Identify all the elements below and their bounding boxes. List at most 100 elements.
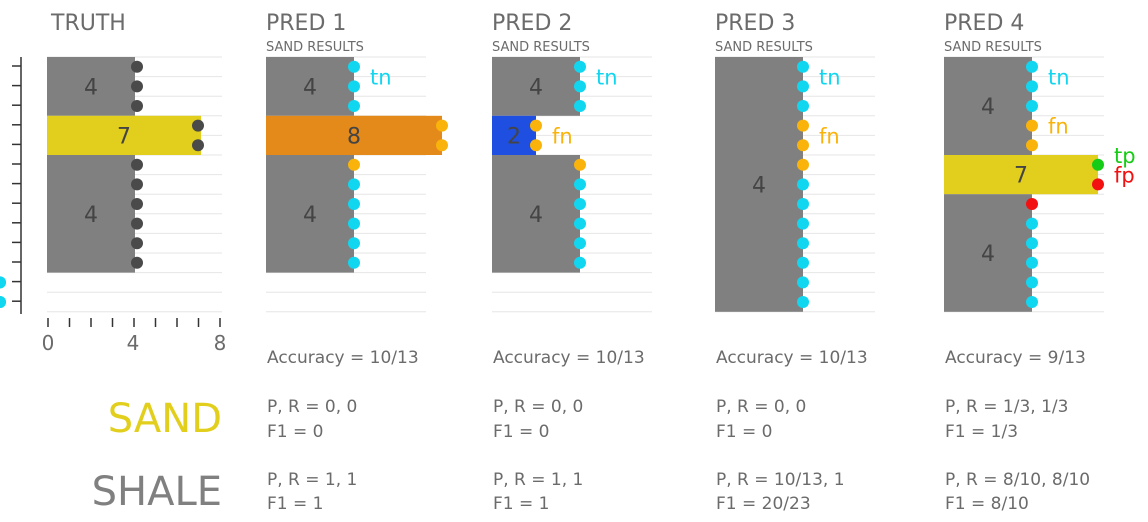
pred-block [944,155,1098,195]
tn-dot [574,256,586,269]
tp-tag: tp [1114,144,1136,168]
panel-subtitle: SAND RESULTS [266,40,364,55]
pred-block-label: 4 [752,173,766,198]
tn-dot [797,237,809,250]
sand-f1: F1 = 0 [716,422,772,442]
truth-sample-dot [131,60,143,73]
fn-dot [574,158,586,171]
sand-f1: F1 = 1/3 [945,422,1018,442]
sand-precision-recall: P, R = 0, 0 [267,397,357,417]
shale-f1: F1 = 8/10 [945,494,1029,514]
truth-block-label: 4 [84,203,98,228]
truth-sample-dot [192,139,204,152]
tn-dot [348,198,360,210]
tn-tag: tn [819,66,841,90]
shale-precision-recall: P, R = 1, 1 [493,470,583,490]
tn-dot [348,100,360,112]
pred-block-label: 4 [529,203,543,228]
panel-title: PRED 1 [266,11,346,36]
sand-f1: F1 = 0 [493,422,549,442]
tn-tag: tn [1048,66,1070,90]
truth-block-label: 4 [84,75,98,100]
fn-dot [436,139,448,152]
pred-block [492,155,580,273]
tn-dot [1026,60,1038,73]
truth-sample-dot [192,119,204,132]
tn-dot [1026,217,1038,230]
tn-tag: tn [596,66,618,90]
tn-dot [348,178,360,191]
x-tick-label-4: 4 [127,331,140,355]
tn-dot [348,217,360,230]
tn-dot [1026,80,1038,93]
pred-block-label: 4 [303,203,317,228]
shale-f1: F1 = 1 [267,494,323,514]
panel-log-blocks: 4 7 4 [944,57,1098,312]
pred-block [715,57,803,312]
truth-sample-dot [131,256,143,269]
truth-block [47,57,135,116]
tn-dot [797,256,809,269]
shale-precision-recall: P, R = 8/10, 8/10 [945,470,1090,490]
sand-precision-recall: P, R = 1/3, 1/3 [945,397,1068,417]
tn-dot [1026,256,1038,269]
tn-dot [1026,296,1038,308]
tn-dot [797,276,809,289]
tn-dot [1026,100,1038,112]
accuracy-text: Accuracy = 10/13 [267,348,419,368]
truth-panel: TRUTH 474 0 4 8 [12,11,226,355]
panel-title: PRED 2 [492,11,572,36]
fn-dot [530,119,542,132]
pred-block-label: 8 [347,124,361,149]
tn-dot [1026,237,1038,250]
tn-tag: tn [370,66,392,90]
truth-sample-dot [131,100,143,112]
panel-subtitle: SAND RESULTS [715,40,813,55]
tn-dot [797,80,809,93]
pred-block [944,194,1032,312]
x-tick-label-0: 0 [42,331,55,355]
truth-sample-dot [131,217,143,230]
accuracy-text: Accuracy = 10/13 [493,348,645,368]
shale-precision-recall: P, R = 1, 1 [267,470,357,490]
shale-f1: F1 = 20/23 [716,494,811,514]
pred-block-label: 7 [1014,164,1028,189]
tn-dot [574,60,586,73]
panel-subtitle: SAND RESULTS [492,40,590,55]
truth-block [47,155,135,273]
shale-precision-recall: P, R = 10/13, 1 [716,470,845,490]
tn-dot [348,80,360,93]
tn-dot [348,237,360,250]
shale-f1: F1 = 1 [493,494,549,514]
pred-panel-3: PRED 3 SAND RESULTS 4 tn fn Accuracy = 10/13 P… [715,11,875,514]
panel-result-dots [0,60,586,308]
depth-axis-ticks [12,65,21,302]
panel-result-dots [797,60,809,308]
pred-block-label: 2 [507,124,521,149]
panel-log-blocks: 424 [492,57,580,273]
pred-panel-1: PRED 1 SAND RESULTS 4 8 4 tn Accuracy = 10/13 P… [0,11,448,514]
panel-log-blocks: 4 8 4 [266,57,442,273]
tn-dot [797,60,809,73]
fn-tag: fn [552,124,573,148]
value-axis-minor-ticks [47,318,221,327]
truth-sample-dots [131,60,204,269]
pred-block [492,57,580,116]
pred-block [492,115,536,155]
panel-subtitle: SAND RESULTS [944,40,1042,55]
truth-sample-dot [131,178,143,191]
tp-dot [1092,158,1104,171]
prediction-panels: PRED 1 SAND RESULTS 4 8 4 tn Accuracy = 10/13 P… [0,11,1136,514]
panel-result-tags: tn fn [552,66,618,149]
pred-block-label: 4 [981,242,995,267]
pred-block-label: 4 [529,75,543,100]
fp-tag: fp [1114,164,1135,188]
panel-result-dots [1026,60,1104,308]
panel-title: PRED 3 [715,11,795,36]
fn-dot [436,119,448,132]
tn-dot [574,100,586,112]
fn-tag: fn [1048,115,1069,139]
truth-axes: 0 4 8 [12,57,226,355]
